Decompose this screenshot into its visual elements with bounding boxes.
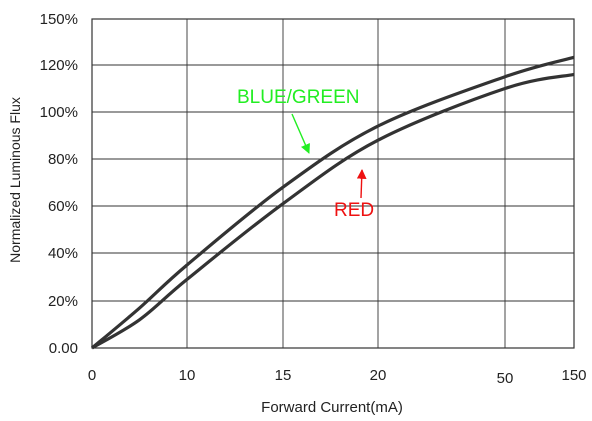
y-axis-label: Normalized Luminous Flux bbox=[7, 97, 23, 263]
x-tick-labels: 0 10 15 20 50 150 bbox=[88, 367, 587, 387]
y-tick-labels: 0.00 20% 40% 60% 80% 100% 120% 150% bbox=[40, 11, 78, 357]
grid bbox=[92, 19, 574, 348]
annotation-arrow bbox=[291, 113, 310, 154]
series-line-blue-green bbox=[90, 55, 575, 350]
y-tick-label: 40% bbox=[48, 245, 78, 262]
y-tick-label: 80% bbox=[48, 151, 78, 168]
x-tick-label: 50 bbox=[497, 370, 514, 387]
annotation-label-blue-green: BLUE/GREEN bbox=[237, 87, 359, 108]
annotations: BLUE/GREEN RED bbox=[237, 87, 374, 221]
plot-frame bbox=[91, 18, 575, 349]
annotation-label-red: RED bbox=[334, 200, 374, 221]
x-tick-label: 20 bbox=[370, 367, 387, 384]
y-tick-label: 0.00 bbox=[49, 340, 78, 357]
x-axis-label: Forward Current(mA) bbox=[261, 399, 403, 416]
x-tick-label: 15 bbox=[275, 367, 292, 384]
series-lines bbox=[90, 55, 575, 350]
y-tick-label: 120% bbox=[40, 57, 78, 74]
y-tick-label: 60% bbox=[48, 198, 78, 215]
x-tick-label: 150 bbox=[561, 367, 586, 384]
y-tick-label: 100% bbox=[40, 104, 78, 121]
y-tick-label: 20% bbox=[48, 293, 78, 310]
y-tick-label: 150% bbox=[40, 11, 78, 28]
annotation-arrow bbox=[356, 169, 367, 199]
series-line-red bbox=[91, 72, 575, 350]
x-tick-label: 0 bbox=[88, 367, 96, 384]
x-tick-label: 10 bbox=[179, 367, 196, 384]
